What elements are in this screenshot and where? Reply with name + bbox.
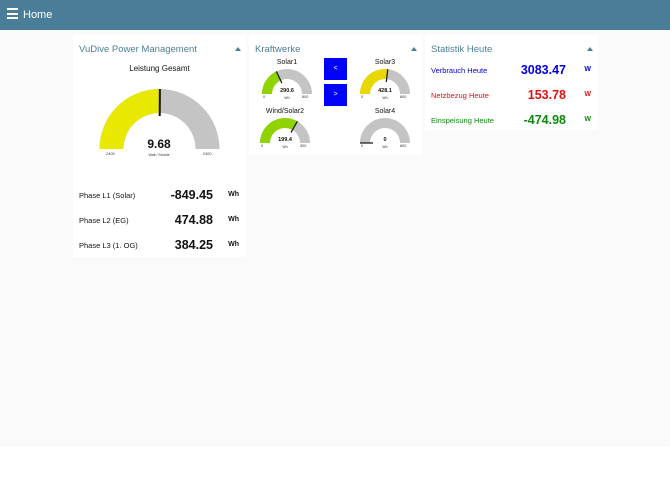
gauge-min: 0 [361, 144, 364, 148]
page-title: Home [23, 9, 53, 21]
stat-label: Einspeisung Heute [431, 116, 494, 125]
gauge-fill [262, 71, 281, 94]
gauge-max: 300 [300, 144, 307, 148]
gauge-unit: Wh [282, 145, 288, 149]
card-header[interactable]: VuDive Power Management [73, 35, 246, 59]
gauge-value: 290.6 [280, 88, 294, 94]
collapse-caret-icon[interactable] [411, 47, 417, 51]
gauge-max: 800 [400, 95, 407, 99]
phase-label: Phase L2 (EG) [79, 216, 129, 225]
phase-value: 384.25 [174, 238, 213, 252]
gauge-title: Solar4 [374, 108, 396, 115]
statistik-card: Statistik Heute Verbrauch Heute 3083.47 … [425, 35, 598, 130]
gauge-max: 800 [302, 95, 309, 99]
stat-label: Verbrauch Heute [431, 66, 488, 75]
prev-button[interactable]: < [324, 58, 347, 80]
power-management-card: VuDive Power Management Leistung Gesamt … [73, 35, 246, 257]
gauge-fill [260, 118, 298, 143]
phase-unit: Wh [228, 191, 239, 198]
stat-value: 3083.47 [520, 63, 566, 77]
card-title: VuDive Power Management [79, 44, 197, 55]
gauge-min: -2400 [105, 152, 115, 156]
collapse-caret-icon[interactable] [235, 47, 241, 51]
kraftwerke-card: Kraftwerke < > Solar1 290.6 Wh 0 800 Sol… [249, 35, 422, 155]
gauge-unit: Wh [382, 145, 388, 149]
stat-value: 153.78 [527, 88, 566, 102]
phase-unit: Wh [228, 216, 239, 223]
gauge-unit: Watt / Stunde [148, 153, 170, 157]
stat-unit: W [584, 66, 591, 73]
phase-row: Phase L3 (1. OG) 384.25 Wh [73, 235, 246, 257]
gauge-needle [275, 71, 283, 84]
dashboard-app: Home VuDive Power Management Leistung Ge… [0, 0, 670, 257]
hamburger-menu-icon[interactable] [7, 8, 18, 22]
gauge-unit: Wh [382, 96, 388, 100]
gauge-title: Leistung Gesamt [129, 64, 190, 73]
gauge-max: 800 [400, 144, 407, 148]
gauge-min: 0 [263, 95, 266, 99]
gauge-value: 199.4 [278, 137, 292, 143]
stat-row: Verbrauch Heute 3083.47 W [425, 60, 598, 82]
phase-row: Phase L1 (Solar) -849.45 Wh [73, 185, 246, 207]
card-header[interactable]: Statistik Heute [425, 35, 598, 59]
phase-value: -849.45 [170, 188, 213, 202]
gauge-value: 428.1 [378, 88, 392, 94]
gauge-max: 2400 [203, 152, 212, 156]
gauge-title: Wind/Solar2 [265, 108, 305, 115]
gauge-min: 0 [261, 144, 264, 148]
gauge-value: 9.68 [147, 137, 171, 151]
gauge-fill [360, 69, 388, 94]
gauge-needle [385, 69, 389, 83]
gauge-track [360, 118, 410, 143]
card-title: Statistik Heute [431, 44, 493, 55]
plant-gauge: Wind/Solar2 199.4 Wh 0 300 [255, 108, 315, 152]
gauge-needle [290, 120, 298, 133]
next-button[interactable]: > [324, 84, 347, 106]
phase-label: Phase L3 (1. OG) [79, 241, 138, 250]
card-header[interactable]: Kraftwerke [249, 35, 422, 59]
top-toolbar: Home [0, 0, 670, 30]
plant-gauge: Solar3 428.1 Wh 0 800 [355, 59, 415, 103]
gauge-dial [260, 118, 310, 143]
gauge-title: Solar1 [276, 59, 298, 66]
stat-unit: W [584, 91, 591, 98]
phase-label: Phase L1 (Solar) [79, 191, 136, 200]
gauge-dial [360, 118, 410, 144]
stat-row: Netzbezug Heute 153.78 W [425, 85, 598, 107]
gauge-unit: Wh [284, 96, 290, 100]
gauge-dial [262, 69, 312, 94]
stat-value: -474.98 [523, 113, 566, 127]
gauge-value: 0 [383, 137, 387, 143]
collapse-caret-icon[interactable] [587, 47, 593, 51]
phase-row: Phase L2 (EG) 474.88 Wh [73, 210, 246, 232]
gauge-min: 0 [361, 95, 364, 99]
phase-unit: Wh [228, 241, 239, 248]
gauge-fill [99, 89, 160, 149]
stat-label: Netzbezug Heute [431, 91, 489, 100]
gauge-title: Solar3 [374, 59, 396, 66]
total-power-gauge [99, 88, 220, 149]
plant-gauge: Solar4 0 Wh 0 800 [355, 108, 415, 152]
plant-gauge: Solar1 290.6 Wh 0 800 [257, 59, 317, 103]
phase-value: 474.88 [174, 213, 213, 227]
gauge-dial [360, 69, 410, 94]
stat-unit: W [584, 116, 591, 123]
card-title: Kraftwerke [255, 44, 301, 55]
stat-row: Einspeisung Heute -474.98 W [425, 110, 598, 132]
